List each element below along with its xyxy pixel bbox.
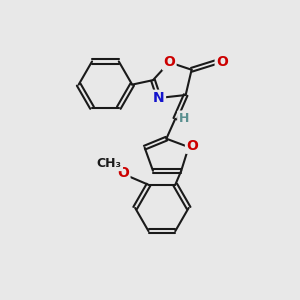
Text: N: N [153,91,165,105]
Text: O: O [216,55,228,69]
Text: CH₃: CH₃ [97,157,122,170]
Text: O: O [117,167,129,181]
Text: O: O [186,139,198,152]
Text: H: H [178,112,189,125]
Text: O: O [164,55,175,69]
